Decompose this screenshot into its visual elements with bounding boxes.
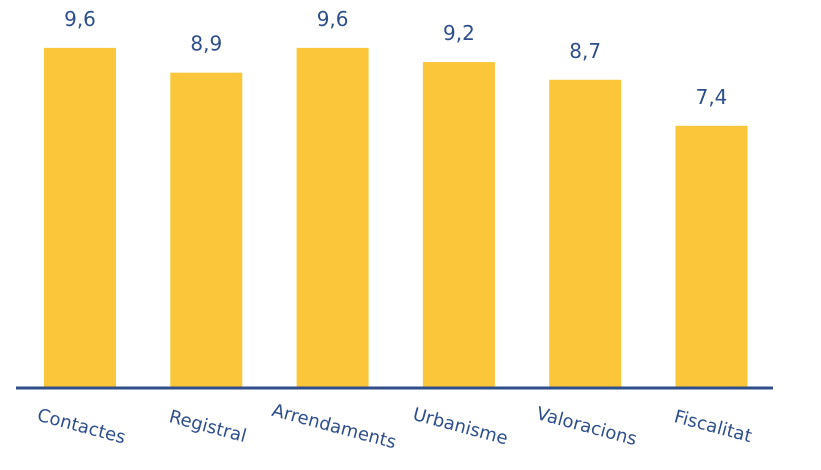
- value-label-urbanisme: 9,2: [443, 21, 475, 45]
- bar-contactes: [44, 47, 116, 389]
- value-labels-group: 9,6 8,9 9,6 9,2 8,7 7,4: [64, 7, 727, 109]
- category-label-registral: Registral: [167, 406, 249, 447]
- bars-group: [44, 47, 748, 389]
- category-label-arrendaments: Arrendaments: [270, 400, 399, 453]
- category-label-valoracions: Valoracions: [534, 403, 639, 450]
- value-label-valoracions: 8,7: [569, 39, 601, 63]
- category-label-contactes: Contactes: [35, 405, 128, 449]
- value-label-arrendaments: 9,6: [317, 7, 349, 31]
- bar-arrendaments: [296, 47, 369, 389]
- category-labels-group: Contactes Registral Arrendaments Urbanisme V…: [35, 400, 754, 453]
- bar-urbanisme: [422, 62, 495, 389]
- bar-valoracions: [549, 79, 622, 389]
- value-label-contactes: 9,6: [64, 7, 96, 31]
- value-label-registral: 8,9: [190, 32, 222, 56]
- bar-fiscalitat: [675, 125, 748, 388]
- category-label-fiscalitat: Fiscalitat: [672, 406, 754, 447]
- bar-registral: [170, 72, 243, 388]
- category-label-urbanisme: Urbanisme: [411, 404, 511, 450]
- value-label-fiscalitat: 7,4: [696, 85, 728, 109]
